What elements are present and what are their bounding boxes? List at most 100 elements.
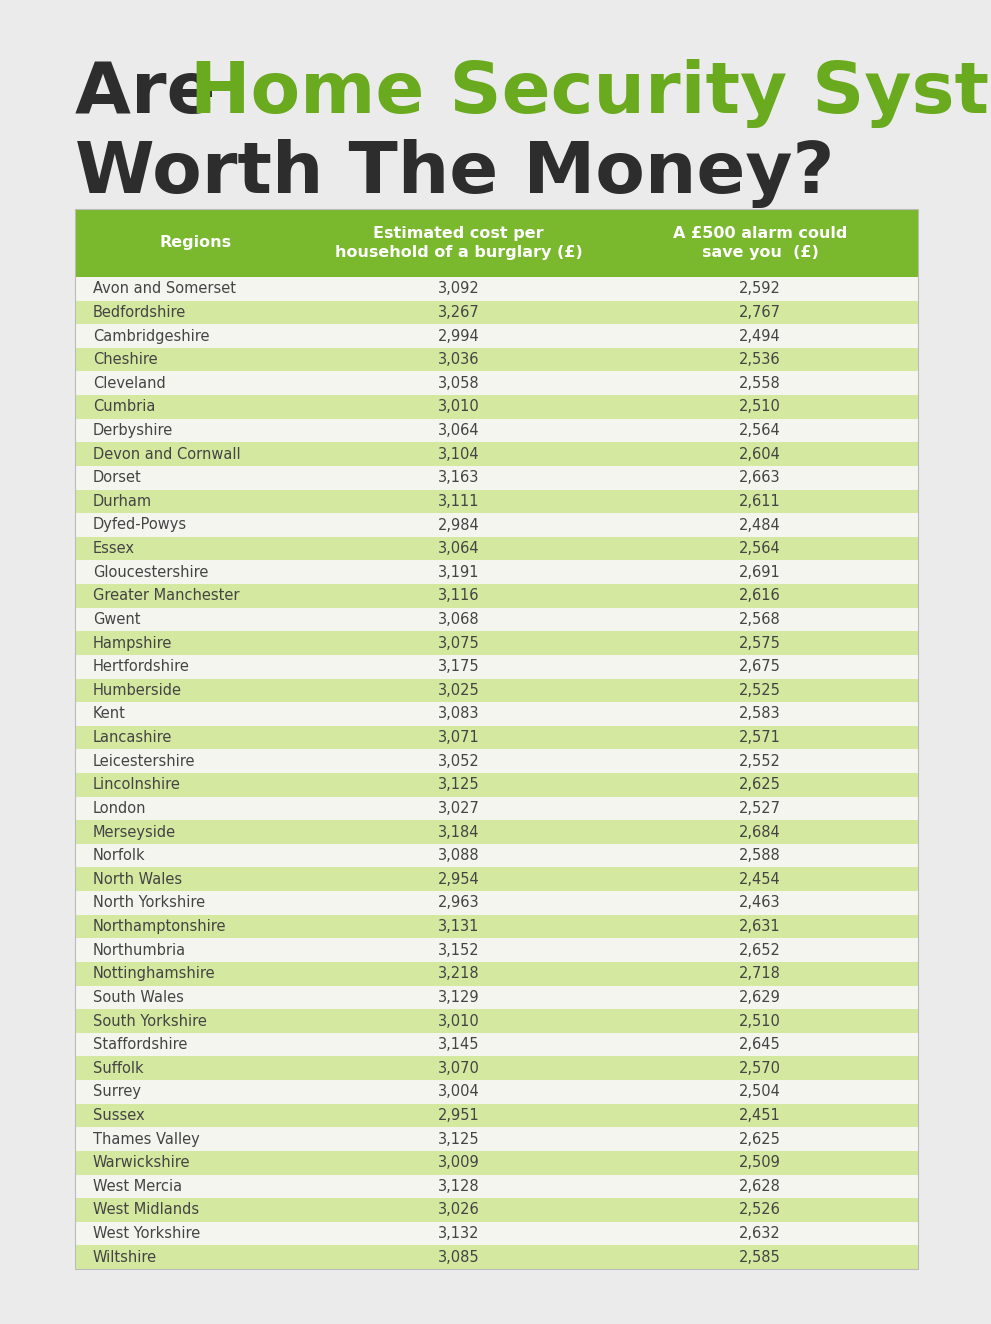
Bar: [75, 395, 918, 418]
Bar: [75, 915, 918, 939]
Text: 2,592: 2,592: [739, 281, 781, 297]
Text: Northumbria: Northumbria: [93, 943, 186, 957]
Text: Regions: Regions: [160, 236, 231, 250]
Bar: [75, 749, 918, 773]
Text: Lancashire: Lancashire: [93, 730, 172, 745]
Bar: [75, 372, 918, 395]
Text: 3,145: 3,145: [438, 1037, 480, 1053]
Text: Wiltshire: Wiltshire: [93, 1250, 158, 1264]
Text: South Wales: South Wales: [93, 990, 184, 1005]
Text: Dyfed-Powys: Dyfed-Powys: [93, 518, 187, 532]
Text: 2,558: 2,558: [739, 376, 781, 391]
Text: Bedfordshire: Bedfordshire: [93, 305, 186, 320]
Text: 3,009: 3,009: [438, 1156, 480, 1170]
Text: Humberside: Humberside: [93, 683, 182, 698]
Text: Hampshire: Hampshire: [93, 636, 172, 650]
Text: 3,092: 3,092: [438, 281, 480, 297]
Text: 2,568: 2,568: [739, 612, 781, 628]
Text: 2,767: 2,767: [739, 305, 781, 320]
Text: 2,575: 2,575: [739, 636, 781, 650]
Text: 2,564: 2,564: [739, 542, 781, 556]
Bar: [75, 1151, 918, 1174]
Text: 3,004: 3,004: [438, 1084, 480, 1099]
Text: 2,954: 2,954: [438, 871, 480, 887]
Text: 3,064: 3,064: [438, 542, 480, 556]
Bar: [75, 821, 918, 843]
Text: 3,131: 3,131: [438, 919, 480, 933]
Text: 2,684: 2,684: [739, 825, 781, 839]
Text: 2,484: 2,484: [739, 518, 781, 532]
Text: 2,536: 2,536: [739, 352, 781, 367]
Text: London: London: [93, 801, 147, 816]
Text: Lincolnshire: Lincolnshire: [93, 777, 181, 792]
Text: 3,125: 3,125: [438, 1132, 480, 1147]
Text: A £500 alarm could
save you  (£): A £500 alarm could save you (£): [673, 225, 847, 261]
Text: 3,175: 3,175: [438, 659, 480, 674]
Text: Cleveland: Cleveland: [93, 376, 165, 391]
Bar: [75, 1104, 918, 1127]
Text: Staffordshire: Staffordshire: [93, 1037, 187, 1053]
Bar: [75, 418, 918, 442]
Bar: [75, 1080, 918, 1104]
Text: 2,652: 2,652: [739, 943, 781, 957]
Bar: [75, 843, 918, 867]
Bar: [75, 209, 918, 277]
Bar: [75, 466, 918, 490]
Text: 2,585: 2,585: [739, 1250, 781, 1264]
Text: 2,583: 2,583: [739, 707, 781, 722]
Text: Cambridgeshire: Cambridgeshire: [93, 328, 209, 343]
Text: 2,629: 2,629: [739, 990, 781, 1005]
Text: Essex: Essex: [93, 542, 135, 556]
Bar: [75, 939, 918, 963]
Text: 3,088: 3,088: [438, 849, 480, 863]
Bar: [75, 773, 918, 797]
Bar: [75, 1198, 918, 1222]
Text: 2,526: 2,526: [739, 1202, 781, 1218]
Bar: [75, 560, 918, 584]
Text: Durham: Durham: [93, 494, 153, 508]
Text: 2,663: 2,663: [739, 470, 781, 486]
Text: 3,068: 3,068: [438, 612, 480, 628]
Bar: [75, 1222, 918, 1246]
Text: 2,525: 2,525: [739, 683, 781, 698]
Bar: [75, 324, 918, 348]
Text: 3,128: 3,128: [438, 1178, 480, 1194]
Text: 2,463: 2,463: [739, 895, 781, 911]
Text: 2,527: 2,527: [739, 801, 781, 816]
Text: Are: Are: [75, 60, 241, 128]
Bar: [75, 985, 918, 1009]
Text: 3,010: 3,010: [438, 1013, 480, 1029]
Text: Avon and Somerset: Avon and Somerset: [93, 281, 236, 297]
Text: Gwent: Gwent: [93, 612, 141, 628]
Text: Cheshire: Cheshire: [93, 352, 158, 367]
Bar: [75, 1033, 918, 1057]
Text: Suffolk: Suffolk: [93, 1061, 144, 1075]
Bar: [75, 1246, 918, 1268]
Text: Kent: Kent: [93, 707, 126, 722]
Bar: [75, 797, 918, 821]
Text: 2,564: 2,564: [739, 424, 781, 438]
Bar: [75, 632, 918, 655]
Text: 2,454: 2,454: [739, 871, 781, 887]
Text: North Wales: North Wales: [93, 871, 182, 887]
Text: Greater Manchester: Greater Manchester: [93, 588, 240, 604]
Text: 2,552: 2,552: [739, 753, 781, 769]
Text: 2,951: 2,951: [438, 1108, 480, 1123]
Bar: [75, 678, 918, 702]
Bar: [75, 490, 918, 514]
Text: 2,571: 2,571: [739, 730, 781, 745]
Bar: [75, 514, 918, 536]
Text: 2,570: 2,570: [739, 1061, 781, 1075]
Text: 2,616: 2,616: [739, 588, 781, 604]
Text: 3,111: 3,111: [438, 494, 480, 508]
Text: 2,963: 2,963: [438, 895, 480, 911]
Bar: [75, 608, 918, 632]
Text: Hertfordshire: Hertfordshire: [93, 659, 190, 674]
Text: 2,984: 2,984: [438, 518, 480, 532]
Text: 3,027: 3,027: [438, 801, 480, 816]
Bar: [75, 536, 918, 560]
Text: 3,116: 3,116: [438, 588, 480, 604]
Text: 3,152: 3,152: [438, 943, 480, 957]
Bar: [75, 1174, 918, 1198]
Text: 2,631: 2,631: [739, 919, 781, 933]
